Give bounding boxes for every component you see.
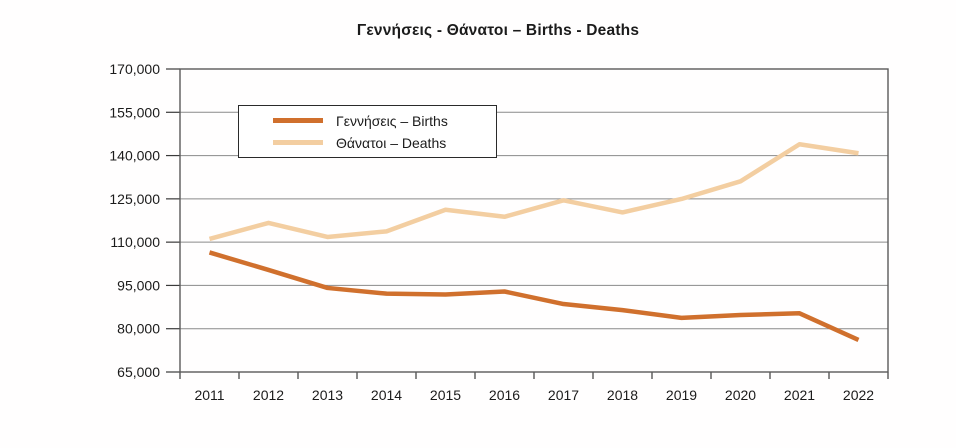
x-tick-label: 2016 <box>489 387 520 403</box>
y-tick-label: 155,000 <box>109 104 160 120</box>
plot-frame <box>179 68 889 373</box>
x-tick-label: 2011 <box>194 387 224 403</box>
x-tick-label: 2013 <box>312 387 343 403</box>
x-tick-label: 2018 <box>607 387 638 403</box>
deaths-line-swatch-icon <box>273 140 323 145</box>
y-tick-label: 65,000 <box>117 364 160 380</box>
x-tick-label: 2017 <box>548 387 579 403</box>
chart-title: Γεννήσεις - Θάνατοι – Births - Deaths <box>356 22 640 39</box>
y-tick-label: 170,000 <box>109 61 160 77</box>
y-tick-label: 80,000 <box>117 321 160 337</box>
legend-item-births: Γεννήσεις – Births <box>273 112 496 129</box>
x-tick-label: 2019 <box>666 387 697 403</box>
y-tick-label: 125,000 <box>109 191 160 207</box>
births-line-swatch-icon <box>273 118 323 123</box>
y-tick-label: 140,000 <box>109 148 160 164</box>
x-tick-label: 2020 <box>725 387 756 403</box>
x-tick-label: 2021 <box>784 387 815 403</box>
chart-legend: Γεννήσεις – Births Θάνατοι – Deaths <box>238 105 497 158</box>
x-tick-label: 2012 <box>253 387 284 403</box>
deaths-line <box>208 142 859 242</box>
legend-label-births: Γεννήσεις – Births <box>336 112 448 129</box>
x-tick-label: 2022 <box>843 387 874 403</box>
x-tick-label: 2015 <box>430 387 461 403</box>
y-tick-label: 95,000 <box>117 277 160 293</box>
legend-label-deaths: Θάνατοι – Deaths <box>336 134 447 151</box>
legend-item-deaths: Θάνατοι – Deaths <box>273 134 496 151</box>
y-tick-label: 110,000 <box>110 234 160 250</box>
x-tick-label: 2014 <box>371 387 402 403</box>
births-line <box>208 250 860 343</box>
